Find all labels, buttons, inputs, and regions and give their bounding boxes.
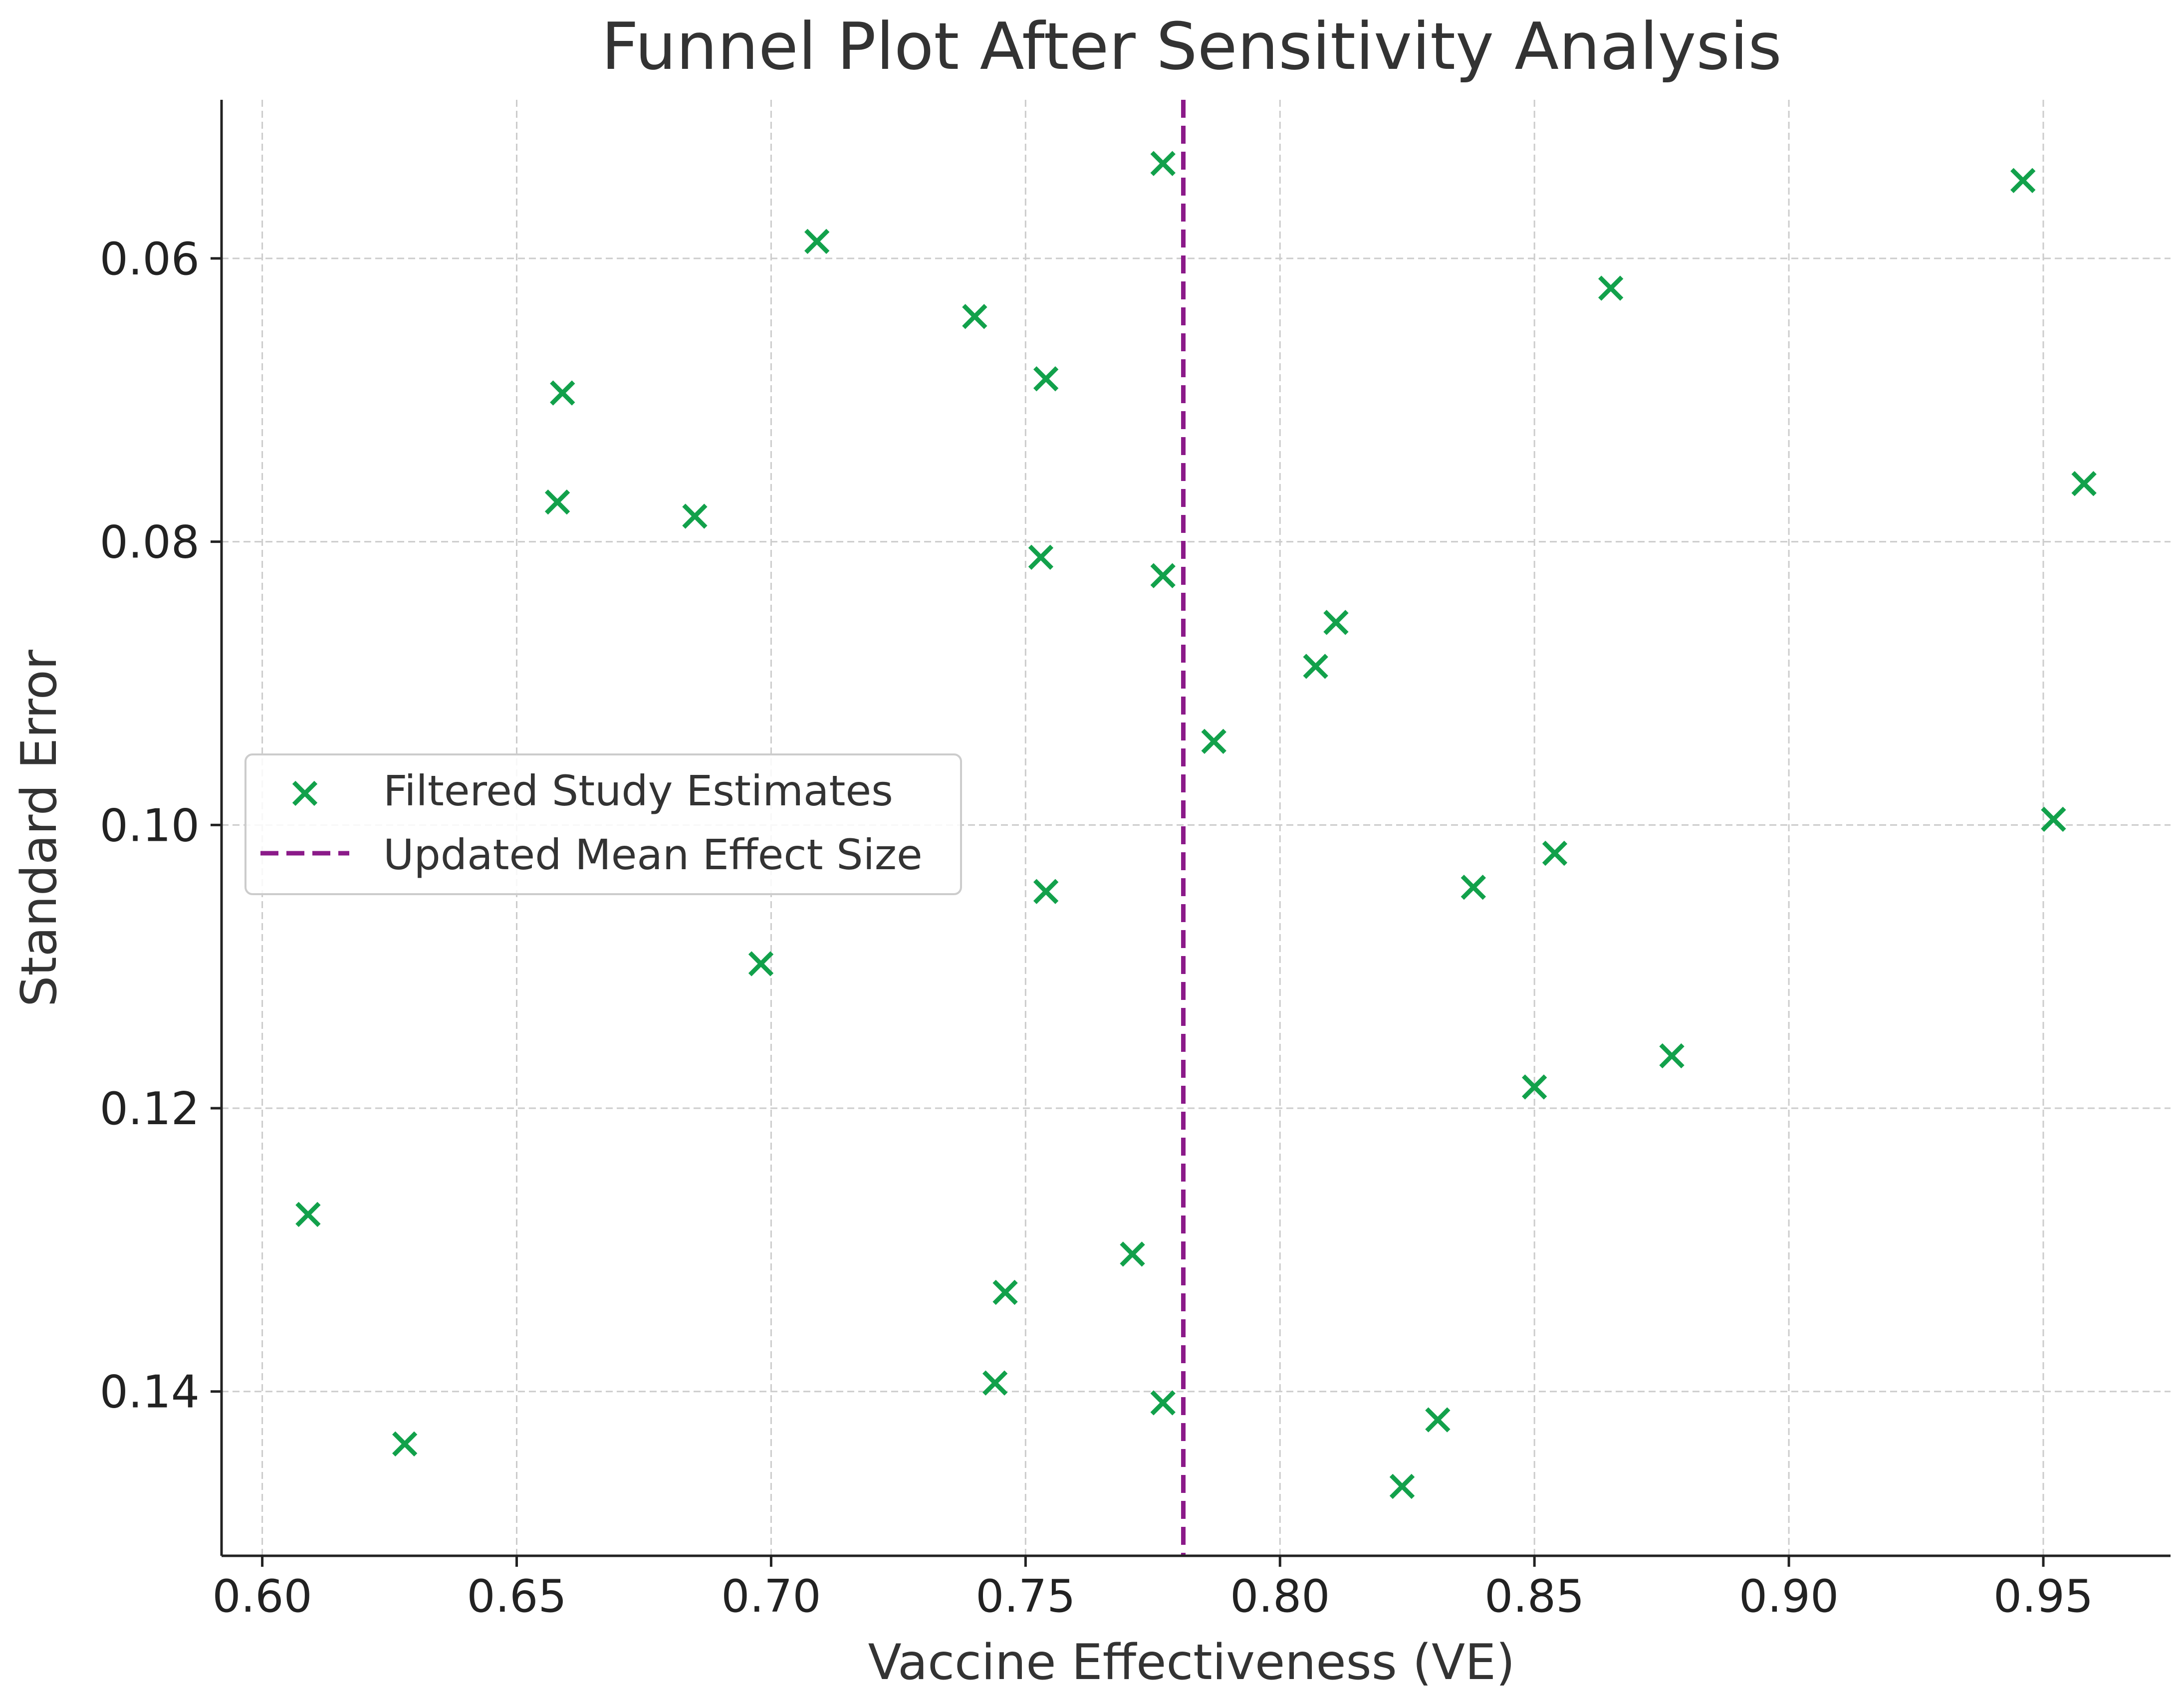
study-point xyxy=(1028,544,1054,570)
study-point xyxy=(682,503,708,529)
marker-stroke xyxy=(1542,840,1568,866)
marker-stroke xyxy=(295,1202,321,1227)
legend-marker-x-icon xyxy=(292,780,318,806)
study-point xyxy=(1150,151,1176,176)
marker-stroke xyxy=(1150,1390,1176,1416)
marker-stroke xyxy=(2041,806,2066,832)
marker-stroke xyxy=(992,1279,1018,1305)
y-tick-label: 0.12 xyxy=(100,1083,200,1135)
legend-label-filtered-studies: Filtered Study Estimates xyxy=(383,766,893,815)
marker-stroke xyxy=(1659,1043,1685,1069)
marker-stroke xyxy=(1303,654,1328,679)
study-point xyxy=(992,1279,1018,1305)
legend: Filtered Study Estimates Updated Mean Ef… xyxy=(244,753,962,895)
study-point xyxy=(748,951,774,976)
x-tick-label: 0.95 xyxy=(1993,1570,2093,1623)
y-tick-label: 0.08 xyxy=(100,516,200,569)
x-tick-label: 0.85 xyxy=(1484,1570,1584,1623)
study-point xyxy=(982,1370,1008,1396)
marker-stroke xyxy=(1460,875,1486,900)
study-point xyxy=(392,1431,418,1456)
x-tick-label: 0.80 xyxy=(1230,1570,1330,1623)
marker-stroke xyxy=(1033,366,1059,392)
legend-x-marker xyxy=(292,780,318,806)
y-tick-label: 0.10 xyxy=(100,799,200,852)
study-point xyxy=(544,489,570,515)
study-markers xyxy=(295,151,2097,1499)
marker-stroke xyxy=(982,1370,1008,1396)
study-point xyxy=(1033,366,1059,392)
x-tick-label: 0.75 xyxy=(975,1570,1075,1623)
x-axis-label: Vaccine Effectiveness (VE) xyxy=(868,1634,1515,1691)
marker-stroke xyxy=(682,503,708,529)
study-point xyxy=(1425,1407,1451,1433)
x-tick-label: 0.70 xyxy=(721,1570,821,1623)
marker-stroke xyxy=(804,229,830,254)
marker-stroke xyxy=(1033,879,1059,904)
study-point xyxy=(1150,563,1176,588)
study-point xyxy=(1323,610,1349,635)
x-axis-ticks: 0.60 0.65 0.70 0.75 0.80 0.85 0.90 0.95 xyxy=(212,1556,2093,1623)
legend-frame xyxy=(244,753,962,895)
marker-stroke xyxy=(550,380,575,406)
marker-stroke xyxy=(1201,728,1226,754)
study-point xyxy=(2010,168,2036,193)
marker-stroke xyxy=(1522,1074,1547,1100)
marker-stroke xyxy=(1150,563,1176,588)
marker-stroke xyxy=(1028,544,1054,570)
marker-stroke xyxy=(1323,610,1349,635)
marker-stroke xyxy=(962,304,987,329)
marker-stroke xyxy=(392,1431,418,1456)
study-point xyxy=(295,1202,321,1227)
y-axis-ticks: 0.06 0.08 0.10 0.12 0.14 xyxy=(100,233,222,1419)
study-point xyxy=(550,380,575,406)
study-point xyxy=(1201,728,1226,754)
study-point xyxy=(962,304,987,329)
marker-stroke xyxy=(1389,1473,1415,1499)
marker-stroke xyxy=(1425,1407,1451,1433)
study-point xyxy=(2041,806,2066,832)
study-point xyxy=(1460,875,1486,900)
study-point xyxy=(1033,879,1059,904)
study-point xyxy=(1303,654,1328,679)
study-point xyxy=(2071,471,2097,496)
study-point xyxy=(1598,275,1624,301)
x-tick-label: 0.60 xyxy=(212,1570,312,1623)
marker-stroke xyxy=(1598,275,1624,301)
y-tick-label: 0.14 xyxy=(100,1366,200,1419)
study-point xyxy=(804,229,830,254)
study-point xyxy=(1389,1473,1415,1499)
study-point xyxy=(1522,1074,1547,1100)
y-tick-label: 0.06 xyxy=(100,233,200,285)
study-point xyxy=(1120,1241,1145,1267)
study-point xyxy=(1659,1043,1685,1069)
marker-stroke xyxy=(1120,1241,1145,1267)
marker-stroke xyxy=(292,780,318,806)
marker-stroke xyxy=(544,489,570,515)
y-axis-label: Standard Error xyxy=(11,649,68,1007)
chart-title: Funnel Plot After Sensitivity Analysis xyxy=(601,8,1782,84)
x-tick-label: 0.65 xyxy=(467,1570,566,1623)
study-point xyxy=(1542,840,1568,866)
legend-label-mean-effect: Updated Mean Effect Size xyxy=(383,830,923,879)
marker-stroke xyxy=(1150,151,1176,176)
marker-stroke xyxy=(2071,471,2097,496)
marker-stroke xyxy=(2010,168,2036,193)
marker-stroke xyxy=(748,951,774,976)
x-tick-label: 0.90 xyxy=(1739,1570,1839,1623)
study-point xyxy=(1150,1390,1176,1416)
